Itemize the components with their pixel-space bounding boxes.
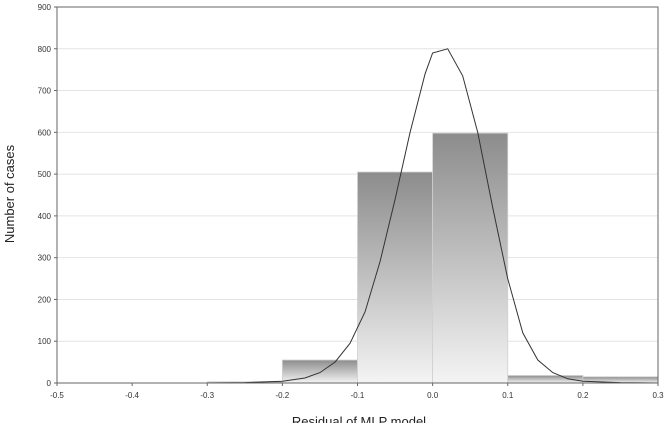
y-tick-label: 400 [38, 212, 52, 221]
y-tick-label: 100 [38, 337, 52, 346]
x-tick-label: 0.2 [577, 391, 589, 400]
x-tick-label: -0.5 [50, 391, 64, 400]
x-tick-label: 0.0 [427, 391, 439, 400]
y-tick-label: 500 [38, 170, 52, 179]
x-tick-label: 0.3 [652, 391, 664, 400]
y-tick-label: 300 [38, 254, 52, 263]
x-tick-label: -0.3 [200, 391, 214, 400]
normal-curve-layer [57, 48, 659, 384]
axes [54, 6, 659, 386]
x-tick-label: -0.2 [275, 391, 289, 400]
x-axis-title: Residual of MLP model [292, 414, 426, 423]
histogram-bars [206, 132, 659, 384]
y-tick-label: 900 [38, 3, 52, 12]
plot-frame [56, 6, 659, 384]
y-tick-label: 800 [38, 45, 52, 54]
x-tick-label: 0.1 [502, 391, 514, 400]
y-tick-label: 0 [47, 379, 52, 388]
histogram-bar [432, 132, 509, 384]
y-tick-label: 200 [38, 295, 52, 304]
x-tick-label: -0.1 [351, 391, 365, 400]
histogram-bar [357, 171, 434, 384]
y-tick-label: 700 [38, 87, 52, 96]
tick-labels: 0 100 200 300 400 500 600 700 800 900 -0.5 -0.4 -0.3… [38, 3, 664, 400]
y-axis-title: Number of cases [2, 144, 17, 243]
y-tick-label: 600 [38, 128, 52, 137]
normal-curve-line [57, 48, 659, 384]
x-tick-label: -0.4 [125, 391, 139, 400]
